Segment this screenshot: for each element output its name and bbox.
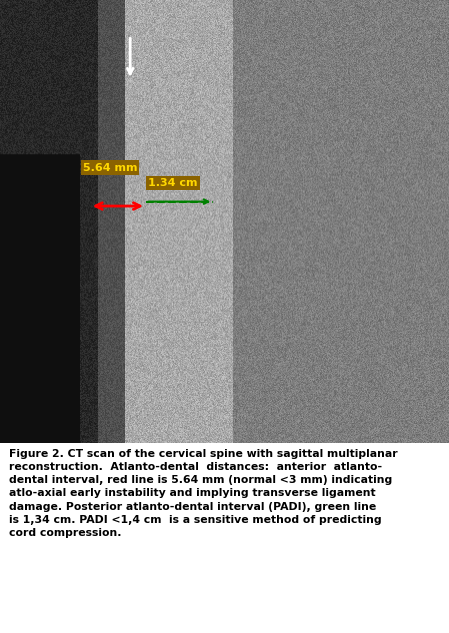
Text: 5.64 mm: 5.64 mm	[83, 163, 137, 173]
Text: Figure 2. CT scan of the cervical spine with sagittal multiplanar
reconstruction: Figure 2. CT scan of the cervical spine …	[9, 449, 398, 538]
Text: 1.34 cm: 1.34 cm	[148, 178, 198, 188]
